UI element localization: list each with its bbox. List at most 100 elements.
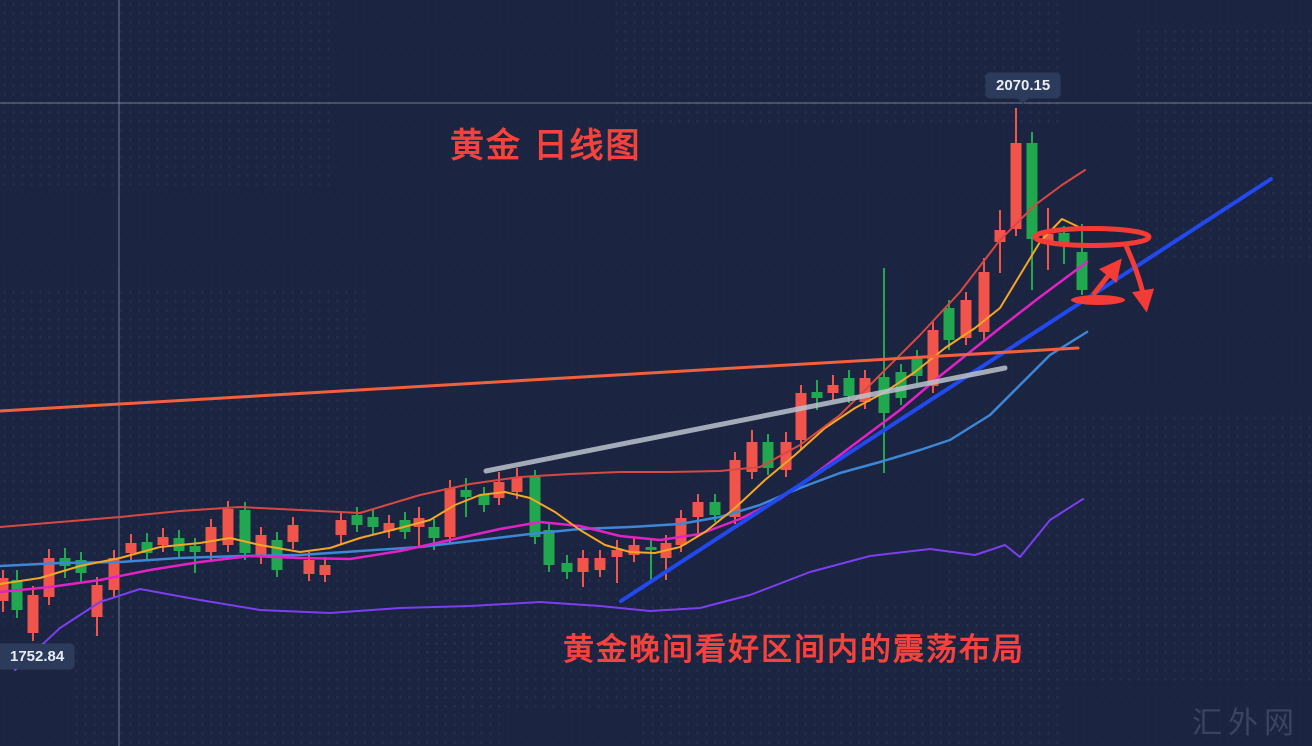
candle bbox=[795, 385, 807, 450]
candle bbox=[478, 487, 490, 512]
candle-body bbox=[1026, 143, 1038, 239]
candle-body bbox=[729, 460, 741, 517]
candle-body bbox=[611, 550, 623, 557]
candle-body bbox=[543, 530, 555, 565]
candle bbox=[675, 510, 687, 552]
dot-map-patch bbox=[610, 0, 1060, 125]
candle bbox=[746, 430, 758, 479]
ma-blue bbox=[0, 330, 1089, 568]
candle bbox=[141, 533, 153, 560]
candle bbox=[335, 512, 347, 545]
candle bbox=[911, 350, 923, 383]
chart-caption: 黄金晚间看好区间内的震荡布局 bbox=[563, 632, 1025, 667]
candle-body bbox=[125, 543, 137, 553]
candle bbox=[11, 570, 23, 618]
candle bbox=[43, 549, 55, 605]
candle-body bbox=[478, 495, 490, 505]
candle bbox=[1076, 224, 1088, 295]
candle bbox=[594, 550, 606, 577]
candle-body bbox=[43, 558, 55, 597]
candle-body bbox=[335, 520, 347, 535]
trendline-gray-channel bbox=[483, 365, 1008, 474]
candle-body bbox=[189, 546, 201, 552]
candle bbox=[1026, 132, 1038, 290]
price-label-low: 1752.84 bbox=[0, 644, 75, 669]
dot-map-patch bbox=[640, 600, 1060, 746]
candle bbox=[205, 519, 217, 560]
candle-body bbox=[141, 542, 153, 553]
price-label-low-value: 1752.84 bbox=[10, 648, 65, 665]
candle-body bbox=[762, 442, 774, 468]
lower-band-purple bbox=[14, 498, 1084, 671]
candle bbox=[943, 300, 955, 350]
price-label-high: 2070.15 bbox=[986, 73, 1061, 104]
candle-body bbox=[460, 490, 472, 497]
candle bbox=[543, 522, 555, 572]
candle-body bbox=[27, 595, 39, 633]
candle-body bbox=[943, 308, 955, 340]
candle-body bbox=[428, 527, 440, 538]
trendline-orange-resistance bbox=[0, 346, 1080, 413]
candle-body bbox=[1042, 234, 1054, 242]
candle bbox=[1042, 208, 1054, 270]
candle bbox=[762, 434, 774, 475]
candle-body bbox=[493, 482, 505, 498]
candle-body bbox=[222, 509, 234, 545]
candle-body bbox=[1058, 233, 1070, 246]
trendline-blue-support bbox=[619, 177, 1273, 603]
candle-body bbox=[157, 537, 169, 545]
annotation-arrow-up bbox=[1091, 258, 1122, 297]
candle bbox=[239, 502, 251, 560]
dot-map-patch bbox=[1135, 25, 1312, 260]
candle bbox=[444, 480, 456, 544]
candle-body bbox=[444, 488, 456, 537]
annotation-arrow-down bbox=[1123, 244, 1155, 313]
candle-body bbox=[827, 385, 839, 393]
candle bbox=[611, 540, 623, 583]
annotation-support-ellipse bbox=[1071, 295, 1125, 305]
tooltip-pointer bbox=[1017, 98, 1030, 110]
candle bbox=[493, 472, 505, 505]
candle-body bbox=[11, 580, 23, 610]
candle bbox=[287, 517, 299, 549]
candle bbox=[978, 258, 990, 340]
dot-map-patch bbox=[70, 615, 500, 745]
candle-body bbox=[960, 300, 972, 338]
candle-body bbox=[978, 272, 990, 332]
candle-body bbox=[511, 477, 523, 492]
candle-body bbox=[91, 585, 103, 617]
candle bbox=[529, 470, 541, 544]
chart-title: 黄金 日线图 bbox=[450, 127, 642, 165]
candle bbox=[628, 537, 640, 562]
candle-body bbox=[795, 393, 807, 440]
candle bbox=[27, 586, 39, 641]
candle-body bbox=[811, 392, 823, 398]
candle bbox=[351, 507, 363, 532]
candle-body bbox=[1076, 252, 1088, 290]
candle-body bbox=[351, 515, 363, 525]
candle bbox=[319, 557, 331, 582]
candle bbox=[108, 550, 120, 598]
candle-body bbox=[239, 510, 251, 553]
candle bbox=[895, 364, 907, 405]
candle-body bbox=[780, 442, 792, 470]
candle-body bbox=[645, 547, 657, 550]
candle bbox=[561, 555, 573, 579]
candle-body bbox=[692, 502, 704, 517]
candle-body bbox=[529, 477, 541, 537]
annotation-resistance-ellipse bbox=[1032, 226, 1152, 248]
candle bbox=[91, 577, 103, 636]
candle bbox=[780, 432, 792, 477]
candle-body bbox=[994, 230, 1006, 242]
candle bbox=[157, 528, 169, 552]
candle-body bbox=[303, 560, 315, 574]
candle-body bbox=[367, 517, 379, 527]
candle-body bbox=[675, 518, 687, 545]
candle bbox=[692, 494, 704, 533]
candle-body bbox=[561, 563, 573, 572]
candle bbox=[827, 375, 839, 400]
candle bbox=[383, 515, 395, 538]
candle-body bbox=[709, 502, 721, 515]
